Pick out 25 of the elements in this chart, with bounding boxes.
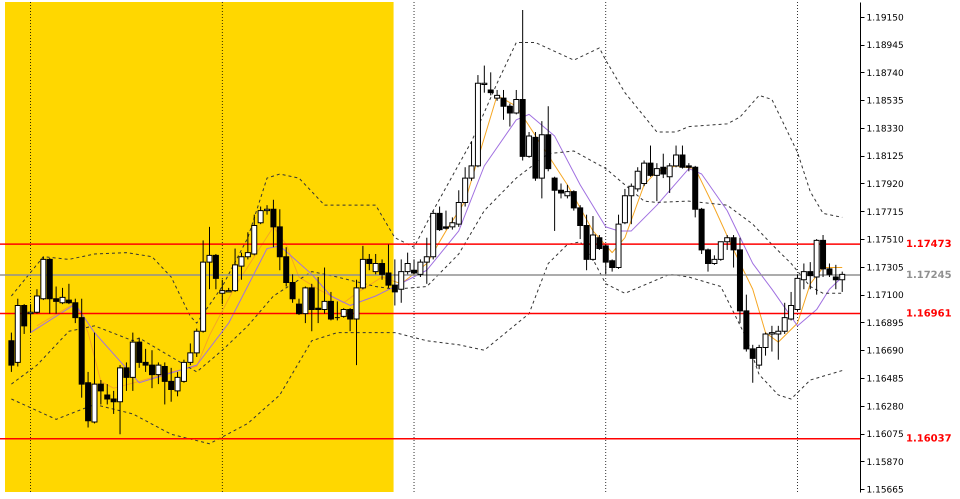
y-tick-label: 1.16690 [866, 346, 904, 357]
y-tick-label: 1.16075 [866, 430, 904, 440]
ref-line-label: 1.16037 [906, 434, 952, 445]
y-tick-label: 1.18125 [866, 152, 904, 162]
y-tick-label: 1.18740 [866, 68, 904, 79]
line-series [10, 150, 843, 385]
ref-line-label: 1.17245 [906, 270, 952, 281]
y-tick-label: 1.18535 [866, 96, 904, 107]
y-tick-label: 1.18330 [866, 124, 904, 134]
candlestick [488, 72, 494, 96]
y-tick-label: 1.16485 [866, 374, 904, 385]
y-tick-label: 1.15870 [866, 458, 904, 468]
y-tick-label: 1.16280 [866, 402, 904, 412]
y-tick-label: 1.16895 [866, 318, 904, 329]
ref-line-label: 1.17473 [906, 239, 952, 250]
y-tick-label: 1.17510 [866, 236, 904, 246]
y-tick-label: 1.17305 [866, 263, 904, 274]
y-tick-label: 1.18945 [866, 41, 904, 52]
y-tick-label: 1.17920 [866, 180, 904, 190]
y-tick-label: 1.15665 [866, 486, 904, 496]
y-tick-label: 1.17715 [866, 208, 904, 218]
y-tick-label: 1.17100 [866, 291, 904, 302]
ref-line-label: 1.16961 [906, 308, 952, 320]
y-tick-label: 1.19150 [866, 13, 904, 24]
line-series [10, 241, 843, 444]
